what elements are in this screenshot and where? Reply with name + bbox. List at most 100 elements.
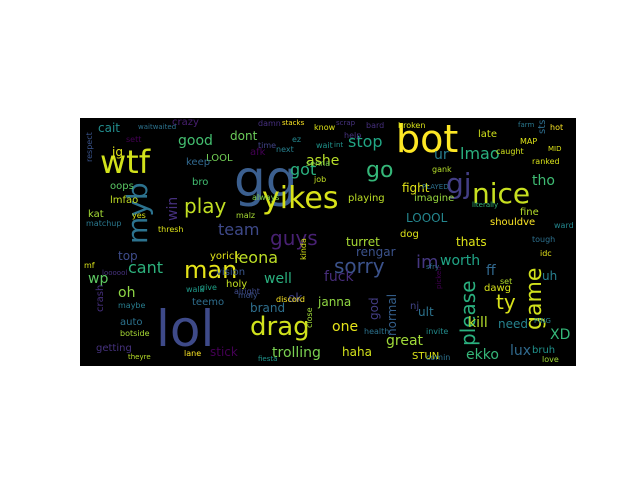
word-help: help xyxy=(344,131,362,140)
word-farm: farm xyxy=(518,121,535,129)
word-dog: dog xyxy=(400,229,419,240)
word-xd: XD xyxy=(550,327,571,343)
word-lmfao: lmfao xyxy=(110,195,139,206)
word-afk: afk xyxy=(250,147,266,158)
word-well: well xyxy=(264,271,292,287)
word-good: good xyxy=(178,133,213,149)
word-dawg: dawg xyxy=(484,283,512,294)
word-maybe: maybe xyxy=(118,301,146,310)
word-scrap: scrap xyxy=(336,119,356,127)
word-know: know xyxy=(314,123,336,132)
word-worth: worth xyxy=(440,253,481,269)
word-map: MAP xyxy=(520,137,538,146)
word-ekko: ekko xyxy=(466,347,499,363)
word-botside: botside xyxy=(120,329,150,338)
word-lux: lux xyxy=(510,343,532,359)
word-getting: getting xyxy=(96,343,132,354)
word-jg: jg xyxy=(112,145,123,159)
word-leona: leona xyxy=(234,248,279,267)
word-sfry: sfry xyxy=(426,263,440,271)
word-health: health xyxy=(364,327,390,336)
word-yes: yes xyxy=(132,211,146,220)
word-matchup: matchup xyxy=(86,219,122,228)
word-im: im xyxy=(416,252,439,273)
word-top: top xyxy=(118,249,138,263)
word-go: go xyxy=(366,158,394,183)
word-malz: malz xyxy=(236,211,256,220)
word-god: god xyxy=(367,297,381,321)
word-haha: haha xyxy=(342,345,372,359)
word-stop: stop xyxy=(348,132,383,151)
word-played: PLAYED xyxy=(422,183,449,191)
word-loool: LOOOL xyxy=(406,211,448,225)
word-auto: auto xyxy=(120,317,143,328)
word-thats: thats xyxy=(456,235,487,249)
word-lmao: lmao xyxy=(460,144,500,163)
word-broken: broken xyxy=(398,121,426,130)
word-crazy: crazy xyxy=(172,118,199,128)
word-set: set xyxy=(500,277,513,286)
word-thresh: thresh xyxy=(158,225,184,234)
word-brand: brand xyxy=(250,301,286,315)
word-ashe: ashe xyxy=(306,153,340,169)
word-sts: sts xyxy=(537,119,548,134)
word-wp: wp xyxy=(88,271,109,287)
word-yorick: yorick xyxy=(210,251,241,262)
word-dont: dont xyxy=(230,129,258,143)
word-janna: janna xyxy=(318,295,352,309)
word-bro: bro xyxy=(192,177,209,188)
word-ez: ez xyxy=(292,135,302,144)
word-drag: drag xyxy=(250,312,310,342)
word-wait: wait xyxy=(316,141,333,150)
word-nj: nj xyxy=(410,301,420,312)
word-teemo: teemo xyxy=(192,297,225,308)
word-cloud-panel: gg lol bot yikes gj nice wtf myb drag play game man… xyxy=(80,118,576,366)
word-man: man xyxy=(184,256,238,284)
word-sett: sett xyxy=(126,135,142,144)
word-kinda: kinda xyxy=(299,237,308,260)
word-ff: ff xyxy=(486,263,496,279)
word-wtf: wtf xyxy=(100,143,150,181)
word-bot: bot xyxy=(396,118,459,161)
word-crash: crash xyxy=(95,284,106,312)
word-gg: gg xyxy=(234,150,298,208)
word-ty: ty xyxy=(496,290,516,314)
word-stick: stick xyxy=(210,345,238,359)
word-rengar: rengar xyxy=(356,245,396,259)
word-ward: ward xyxy=(554,221,574,230)
word-holy: holy xyxy=(226,279,248,290)
word-comin: comin xyxy=(426,353,451,362)
word-one: one xyxy=(332,319,359,335)
word-ok: ok xyxy=(288,291,303,305)
word-kill: kill xyxy=(468,315,488,331)
word-oops: oops xyxy=(110,181,134,192)
word-theyre: theyre xyxy=(128,353,151,361)
word-playing: playing xyxy=(348,193,385,204)
word-tough: tough xyxy=(532,235,556,244)
word-got: got xyxy=(290,160,317,179)
word-bard: bard xyxy=(366,121,385,130)
word-walk: walk xyxy=(186,285,205,294)
word-ur: ur xyxy=(434,147,449,163)
word-turret: turret xyxy=(346,235,380,249)
word-play: play xyxy=(184,194,227,218)
word-bruh: bruh xyxy=(532,345,556,356)
word-sorry: sorry xyxy=(334,254,385,278)
word-imagine: imagine xyxy=(414,193,455,204)
word-yikes: yikes xyxy=(262,181,339,216)
word-job: job xyxy=(314,175,327,184)
word-always: always xyxy=(252,193,280,202)
word-close: close xyxy=(305,306,314,328)
word-literally: literally xyxy=(472,201,499,209)
word-fuck: fuck xyxy=(324,269,354,285)
word-mf: mf xyxy=(84,261,95,270)
word-fine: fine xyxy=(520,207,539,218)
word-fight: fight xyxy=(402,181,430,195)
word-please: please xyxy=(456,280,480,346)
word-fiesta: fiesta xyxy=(258,355,278,363)
word-shouldve: shouldve xyxy=(490,217,536,228)
word-trolling: trolling xyxy=(272,345,321,361)
word-vision: vision xyxy=(216,267,246,278)
word-stacks: stacks xyxy=(282,119,305,127)
